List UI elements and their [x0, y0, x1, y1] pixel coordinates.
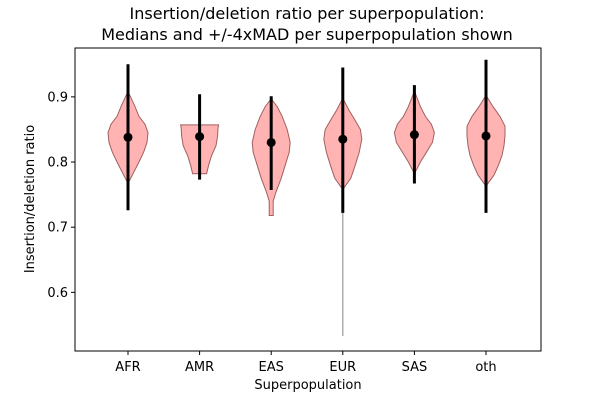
x-tick-label-eas: EAS [259, 360, 284, 375]
x-tick-label-sas: SAS [402, 360, 428, 375]
y-axis-label: Insertion/deletion ratio [23, 125, 38, 273]
median-dot-amr [195, 132, 205, 142]
median-dot-sas [409, 130, 419, 140]
median-dot-afr [123, 132, 133, 142]
violins-layer [107, 93, 506, 337]
chart-title-line-2: Medians and +/-4xMAD per superpopulation… [101, 25, 513, 44]
median-dot-eur [338, 134, 348, 144]
y-tick-label: 0.8 [47, 156, 68, 171]
median-dot-eas [266, 137, 276, 147]
x-axis: AFR AMR EAS EUR SAS oth [115, 351, 497, 375]
y-tick-label: 0.6 [47, 286, 68, 301]
y-axis: 0.6 0.7 0.8 0.9 [47, 90, 75, 301]
x-axis-label: Superpopulation [254, 378, 361, 393]
x-tick-label-oth: oth [475, 360, 496, 375]
y-tick-label: 0.7 [47, 221, 68, 236]
median-dot-oth [481, 131, 491, 141]
x-tick-label-amr: AMR [185, 360, 214, 375]
plot-area [74, 47, 542, 352]
chart-title-line-1: Insertion/deletion ratio per superpopula… [130, 4, 485, 23]
y-tick-label: 0.9 [47, 90, 68, 105]
x-tick-label-eur: EUR [329, 360, 356, 375]
x-tick-label-afr: AFR [115, 360, 140, 375]
whiskers-layer [123, 59, 491, 213]
